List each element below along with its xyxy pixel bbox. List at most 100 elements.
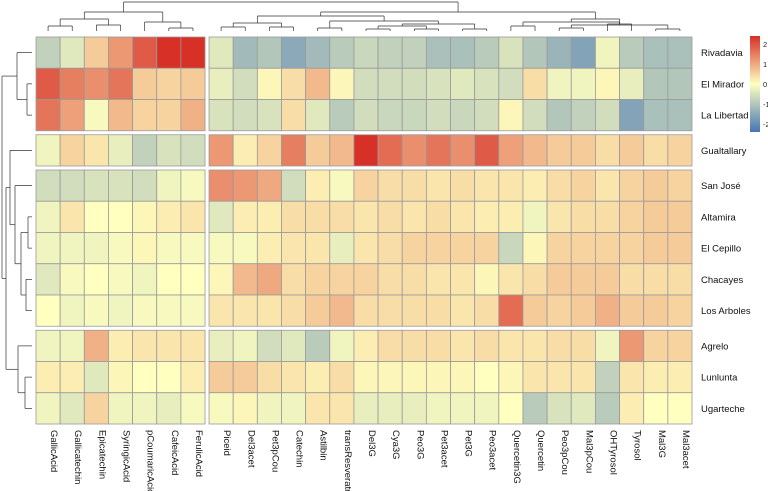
heatmap-cell bbox=[474, 232, 500, 265]
heatmap-cell bbox=[329, 134, 355, 167]
heatmap-cell bbox=[401, 200, 427, 233]
heatmap-cell bbox=[232, 263, 258, 296]
heatmap-cell bbox=[474, 200, 500, 233]
heatmap-cell bbox=[156, 392, 182, 425]
heatmap-cell bbox=[425, 392, 451, 425]
heatmap-cell bbox=[108, 200, 133, 233]
heatmap-cell bbox=[643, 200, 669, 233]
heatmap-cell bbox=[156, 36, 182, 69]
heatmap-cell bbox=[208, 67, 234, 100]
heatmap-cell bbox=[353, 294, 379, 327]
heatmap-cell bbox=[474, 99, 500, 132]
heatmap-cell bbox=[595, 329, 620, 362]
heatmap-cell bbox=[232, 232, 258, 265]
heatmap-cell bbox=[353, 263, 379, 296]
column-dendrogram bbox=[47, 1, 681, 31]
heatmap-cell bbox=[83, 200, 109, 233]
heatmap-cell bbox=[667, 169, 693, 202]
heatmap-cell bbox=[132, 169, 158, 202]
heatmap-cell bbox=[667, 200, 693, 233]
heatmap-cell bbox=[108, 263, 133, 296]
heatmap-cell bbox=[377, 361, 403, 394]
legend-tick-label: -1 bbox=[763, 100, 768, 109]
heatmap-cell bbox=[35, 36, 61, 69]
heatmap-cell bbox=[35, 392, 61, 425]
heatmap-cell bbox=[108, 36, 133, 69]
heatmap-cell bbox=[208, 36, 234, 69]
heatmap-cell bbox=[643, 263, 669, 296]
heatmap-cell bbox=[667, 294, 693, 327]
heatmap-cell bbox=[83, 329, 109, 362]
heatmap-cell bbox=[59, 99, 85, 132]
heatmap-cell bbox=[595, 263, 620, 296]
heatmap-cell bbox=[474, 169, 500, 202]
heatmap-cell bbox=[232, 294, 258, 327]
heatmap-cell bbox=[83, 392, 109, 425]
row-labels: Rivadavia El Mirador La Libertad Gualtallar… bbox=[701, 48, 751, 415]
heatmap-cell bbox=[498, 361, 524, 394]
row-label: San José bbox=[701, 181, 741, 192]
heatmap-cell bbox=[474, 361, 500, 394]
heatmap-cell bbox=[595, 99, 620, 132]
heatmap-cell bbox=[256, 67, 282, 100]
heatmap-cell bbox=[156, 134, 182, 167]
heatmap-cell bbox=[232, 200, 258, 233]
column-labels: GallicAcid Gallicatechin Epicatechin Syring… bbox=[48, 430, 691, 491]
heatmap-cell bbox=[498, 134, 524, 167]
heatmap-cell bbox=[401, 232, 427, 265]
heatmap-cell bbox=[474, 36, 500, 69]
heatmap-cell bbox=[546, 99, 572, 132]
heatmap-cell bbox=[208, 392, 234, 425]
heatmap-cell bbox=[401, 329, 427, 362]
heatmap-cell bbox=[546, 329, 572, 362]
heatmap-cell bbox=[232, 67, 258, 100]
heatmap-cell bbox=[425, 294, 451, 327]
heatmap-cell bbox=[498, 294, 524, 327]
heatmap-cell bbox=[305, 392, 331, 425]
column-label: Mal3G bbox=[656, 430, 667, 458]
heatmap-cell bbox=[180, 294, 206, 327]
heatmap-cell bbox=[667, 36, 693, 69]
heatmap-cell bbox=[401, 169, 427, 202]
column-label: Mal3pCou bbox=[583, 430, 594, 473]
heatmap-cell bbox=[595, 361, 620, 394]
heatmap-cell bbox=[132, 329, 158, 362]
heatmap-cell bbox=[474, 392, 500, 425]
heatmap-cell bbox=[59, 361, 85, 394]
row-label: Agrelo bbox=[701, 341, 728, 352]
heatmap-cell bbox=[108, 329, 133, 362]
heatmap-cell bbox=[329, 294, 355, 327]
heatmap-cell bbox=[425, 99, 451, 132]
heatmap-cell bbox=[401, 361, 427, 394]
heatmap-cell bbox=[425, 263, 451, 296]
heatmap-cell bbox=[329, 392, 355, 425]
heatmap-cell bbox=[329, 329, 355, 362]
heatmap-cell bbox=[474, 67, 500, 100]
heatmap-cell bbox=[83, 294, 109, 327]
heatmap-cell bbox=[498, 99, 524, 132]
heatmap-cell bbox=[232, 392, 258, 425]
heatmap-cell bbox=[256, 36, 282, 69]
heatmap-cell bbox=[353, 361, 379, 394]
heatmap-cell bbox=[59, 36, 85, 69]
heatmap-cell bbox=[619, 67, 645, 100]
heatmap-cell bbox=[619, 169, 645, 202]
heatmap-cell bbox=[180, 329, 206, 362]
column-label: Cya3G bbox=[390, 430, 401, 460]
column-label: Quercetin bbox=[535, 430, 546, 471]
heatmap-cell bbox=[498, 200, 524, 233]
heatmap-cell bbox=[256, 263, 282, 296]
heatmap-cell bbox=[377, 232, 403, 265]
heatmap-cell bbox=[667, 67, 693, 100]
heatmap-cell bbox=[59, 232, 85, 265]
heatmap-cell bbox=[180, 67, 206, 100]
heatmap-cell bbox=[132, 200, 158, 233]
row-label: Ugarteche bbox=[701, 404, 745, 415]
heatmap-cell bbox=[232, 169, 258, 202]
heatmap-cell bbox=[450, 169, 476, 202]
heatmap-cell bbox=[643, 329, 669, 362]
heatmap-cell bbox=[132, 134, 158, 167]
column-label: Quercetin3G bbox=[511, 430, 522, 484]
heatmap-cell bbox=[305, 36, 331, 69]
heatmap-cell bbox=[474, 263, 500, 296]
